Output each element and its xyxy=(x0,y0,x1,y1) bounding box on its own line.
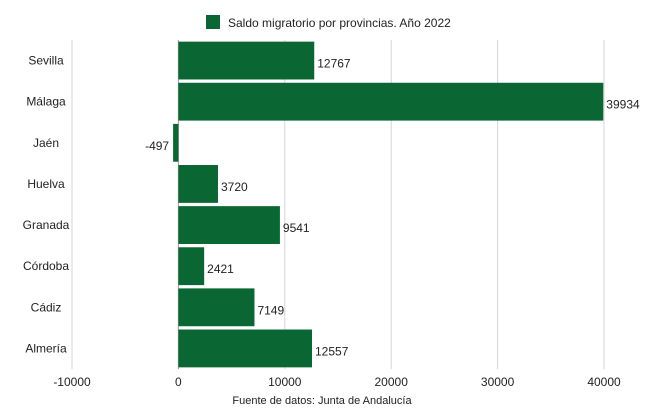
bar xyxy=(178,41,315,80)
x-tick-label: 10000 xyxy=(268,375,302,389)
bar xyxy=(178,329,313,368)
x-tick-label: 30000 xyxy=(481,375,515,389)
category-label: Huelva xyxy=(27,177,65,191)
category-label: Málaga xyxy=(26,95,66,109)
legend-swatch xyxy=(206,15,220,29)
data-label: 12557 xyxy=(315,344,349,358)
category-label: Jaén xyxy=(33,136,59,150)
category-label: Cádiz xyxy=(31,300,62,314)
x-tick-label: 40000 xyxy=(587,375,621,389)
bar xyxy=(178,165,218,203)
category-label: Almería xyxy=(25,341,67,355)
category-label: Córdoba xyxy=(23,259,69,273)
category-label: Granada xyxy=(23,218,70,232)
x-tick-label: 20000 xyxy=(375,375,409,389)
data-label: 7149 xyxy=(257,303,284,317)
bar xyxy=(178,288,255,327)
source-note: Fuente de datos: Junta de Andalucía xyxy=(232,395,412,407)
bars xyxy=(173,41,604,368)
data-label: 2421 xyxy=(207,262,234,276)
bar xyxy=(178,206,280,244)
legend: Saldo migratorio por provincias. Año 202… xyxy=(206,15,451,30)
x-tick-label: -10000 xyxy=(53,375,91,389)
legend-label: Saldo migratorio por provincias. Año 202… xyxy=(228,16,451,30)
bar xyxy=(178,247,205,286)
data-label: 9541 xyxy=(283,221,310,235)
x-tick-label: 0 xyxy=(175,375,182,389)
bar xyxy=(173,123,179,162)
bar xyxy=(178,82,604,121)
data-labels: 12767 39934 -497 3720 9541 2421 7149 12557 xyxy=(145,57,640,359)
data-label: 12767 xyxy=(317,57,351,71)
data-label: 39934 xyxy=(606,98,640,112)
data-label: -497 xyxy=(145,139,169,153)
x-axis: -10000 0 10000 20000 30000 40000 xyxy=(53,375,621,389)
data-label: 3720 xyxy=(221,180,248,194)
category-labels: Sevilla Málaga Jaén Huelva Granada Córdoba Cád… xyxy=(23,54,70,356)
category-label: Sevilla xyxy=(28,54,64,68)
